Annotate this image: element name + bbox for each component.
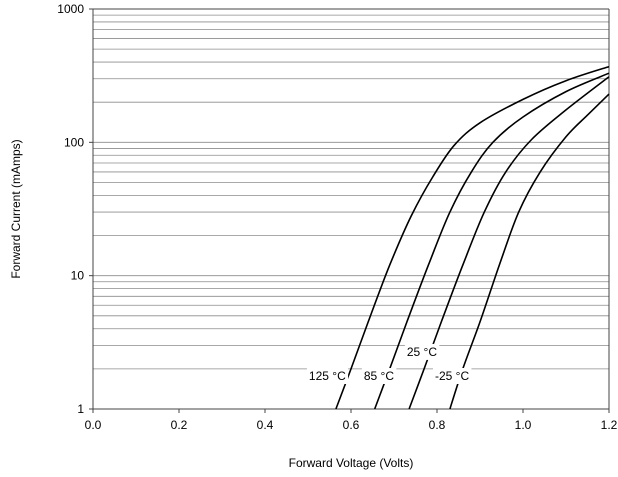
curve-labels: 125 °C 85 °C 25 °C -25 °C (306, 343, 472, 385)
series-label-0: 125 °C (309, 369, 346, 383)
y-tick-label: 1 (77, 402, 84, 416)
grid-lines (93, 14, 609, 370)
x-tick-label: 0.0 (85, 418, 102, 432)
series-label-bg-2 (404, 343, 440, 360)
x-tick-label: 0.2 (171, 418, 188, 432)
y-tick-label: 10 (71, 269, 85, 283)
axes (92, 8, 610, 410)
series-label-bg-1 (361, 368, 397, 385)
x-tick-label: 0.6 (343, 418, 360, 432)
x-tick-label: 1.0 (515, 418, 532, 432)
series-curves (335, 65, 610, 410)
tick-labels: 0.0 0.2 0.4 0.6 0.8 1.0 1.2 1 10 100 1000 (57, 2, 617, 432)
series-label-bg-3 (432, 368, 472, 385)
series-label-bg-0 (306, 368, 349, 385)
x-tick-label: 0.8 (429, 418, 446, 432)
series-label-3: -25 °C (435, 369, 469, 383)
series-label-1: 85 °C (364, 369, 394, 383)
x-axis-title: Forward Voltage (Volts) (289, 456, 414, 470)
y-axis-title: Forward Current (mAmps) (9, 139, 23, 278)
y-tick-label: 1000 (57, 2, 84, 16)
x-tick-label: 0.4 (257, 418, 274, 432)
series-curve-1 (373, 72, 610, 410)
series-curve-0 (335, 65, 610, 410)
series-curve-3 (449, 93, 610, 410)
series-label-2: 25 °C (407, 345, 437, 359)
x-tick-label: 1.2 (601, 418, 618, 432)
y-tick-label: 100 (64, 135, 84, 149)
